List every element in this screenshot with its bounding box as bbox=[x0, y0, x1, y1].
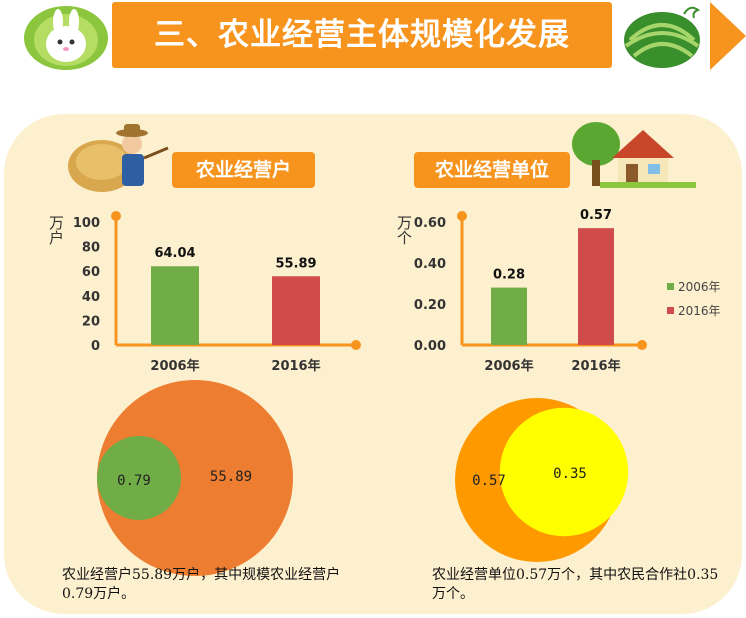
watermelon-arrow-icon bbox=[624, 2, 746, 70]
x-tick-label: 2016年 bbox=[271, 358, 320, 374]
y-axis-label: 万户 bbox=[47, 215, 65, 245]
section-label-households: 农业经营户 bbox=[172, 152, 315, 188]
y-tick-label: 0 bbox=[91, 339, 100, 354]
x-tick-label: 2006年 bbox=[150, 358, 199, 374]
units-bar-chart: 万个 0.00 0.20 0.40 0.60 0.28 2006年 0.57 2016年 bbox=[395, 208, 647, 374]
y-tick-label: 20 bbox=[82, 314, 100, 329]
house-tree-icon bbox=[572, 122, 696, 188]
y-tick-label: 60 bbox=[82, 265, 100, 280]
y-tick-label: 80 bbox=[82, 241, 100, 256]
legend-swatch bbox=[667, 282, 674, 290]
x-axis-end-dot bbox=[637, 340, 647, 350]
legend-label: 2006年 bbox=[678, 279, 721, 294]
section-label-units: 农业经营单位 bbox=[414, 152, 570, 188]
x-tick-label: 2006年 bbox=[484, 358, 533, 374]
data-label: 0.28 bbox=[493, 268, 525, 283]
page-title: 三、农业经营主体规模化发展 bbox=[154, 17, 570, 53]
farmer-haystack-icon bbox=[68, 124, 169, 192]
y-tick-label: 0.40 bbox=[414, 257, 446, 272]
inner-circle bbox=[97, 436, 181, 520]
inner-circle bbox=[499, 407, 629, 537]
households-caption: 农业经营户55.89万户，其中规模农业经营户0.79万户。 bbox=[62, 567, 341, 602]
y-tick-label: 0.60 bbox=[414, 216, 446, 231]
outer-value-label: 55.89 bbox=[210, 469, 252, 485]
y-axis-label: 万个 bbox=[395, 215, 413, 245]
legend-entry: 2006年 bbox=[667, 274, 721, 298]
y-tick-label: 100 bbox=[73, 216, 100, 231]
chart-legend: 2006年 2016年 bbox=[667, 274, 721, 322]
y-tick-label: 0.00 bbox=[414, 339, 446, 354]
units-caption: 农业经营单位0.57万个，其中农民合作社0.35万个。 bbox=[432, 567, 719, 602]
legend-label: 2016年 bbox=[678, 303, 721, 318]
inner-value-label: 0.35 bbox=[553, 466, 587, 482]
x-tick-label: 2016年 bbox=[571, 358, 620, 374]
outer-circle bbox=[97, 380, 293, 576]
households-circle-diagram: 0.79 55.89 bbox=[97, 380, 293, 576]
outer-value-label: 0.57 bbox=[472, 473, 506, 489]
title-banner: 三、农业经营主体规模化发展 bbox=[112, 2, 612, 68]
bar bbox=[272, 276, 320, 345]
y-axis-end-dot bbox=[457, 211, 467, 221]
legend-swatch bbox=[667, 306, 674, 314]
bar bbox=[578, 228, 614, 345]
bar bbox=[491, 287, 527, 345]
inner-value-label: 0.79 bbox=[117, 473, 151, 489]
y-axis-end-dot bbox=[111, 211, 121, 221]
y-tick-label: 40 bbox=[82, 290, 100, 305]
cabbage-bunny-icon bbox=[24, 6, 108, 70]
legend-entry: 2016年 bbox=[667, 298, 721, 322]
households-bar-chart: 万户 0 20 40 60 80 100 64.04 2006年 55.89 2016年 bbox=[47, 211, 361, 374]
units-circle-diagram: 0.35 0.57 bbox=[455, 398, 629, 562]
data-label: 55.89 bbox=[275, 256, 316, 271]
x-axis-end-dot bbox=[351, 340, 361, 350]
data-label: 0.57 bbox=[580, 208, 612, 223]
y-tick-label: 0.20 bbox=[414, 298, 446, 313]
bar bbox=[151, 266, 199, 345]
data-label: 64.04 bbox=[154, 246, 195, 261]
